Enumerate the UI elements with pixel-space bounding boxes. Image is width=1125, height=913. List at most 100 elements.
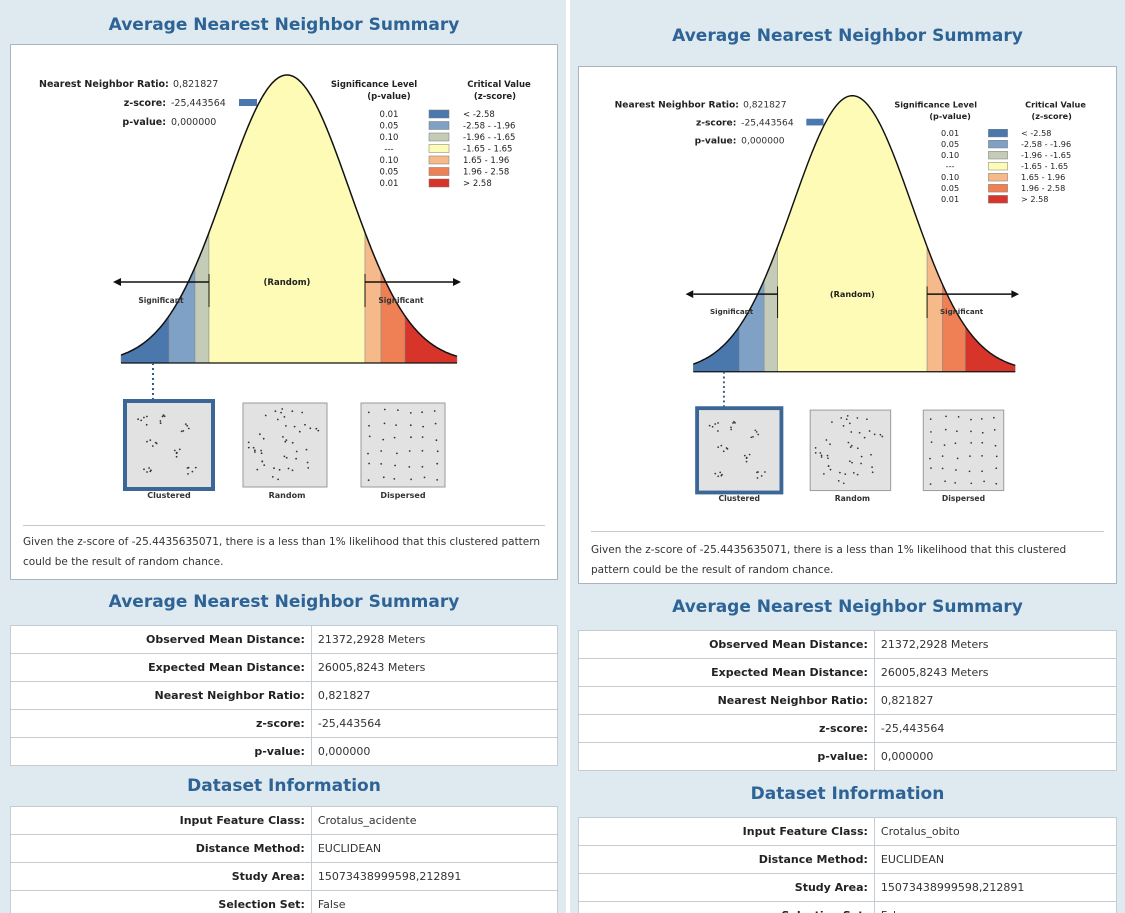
- table-row: Expected Mean Distance: 26005,8243 Meters: [578, 658, 1118, 687]
- pattern-label-dispersed: Dispersed: [380, 491, 425, 500]
- row-value: 26005,8243 Meters: [873, 658, 1118, 687]
- report-title: Average Nearest Neighbor Summary: [672, 26, 1023, 46]
- table-row: Study Area: 15073438999598,212891: [578, 873, 1118, 902]
- left-significant-label: Significant: [138, 296, 184, 305]
- random-label: (Random): [830, 289, 875, 299]
- legend-p-value: 0.05: [941, 139, 959, 149]
- legend-p-value: 0.10: [941, 150, 959, 160]
- p-label: p-value:: [695, 137, 737, 147]
- row-value: 26005,8243 Meters: [310, 653, 559, 682]
- curve-band: [777, 95, 928, 372]
- z-label: z-score:: [124, 98, 166, 109]
- p-value: 0,000000: [741, 137, 785, 147]
- ratio-label: Nearest Neighbor Ratio:: [39, 79, 169, 90]
- table-row: Selection Set:False: [10, 890, 559, 913]
- legend-swatch: [988, 129, 1008, 138]
- legend-z-range: -2.58 - -1.96: [1021, 139, 1071, 149]
- curve-outline: [693, 95, 1016, 367]
- row-label: Nearest Neighbor Ratio:: [10, 681, 312, 710]
- row-value: EUCLIDEAN: [310, 834, 559, 863]
- pattern-thumbnails: [695, 406, 1005, 495]
- curve-band: [965, 325, 1016, 372]
- random-pattern-icon: [809, 409, 892, 492]
- row-label: Selection Set:: [10, 890, 312, 913]
- table-row: Input Feature Class: Crotalus_obito: [578, 817, 1118, 846]
- table-row: Distance Method: EUCLIDEAN: [578, 845, 1118, 874]
- legend-p-value: ---: [384, 145, 393, 155]
- row-label: Study Area:: [578, 873, 875, 902]
- legend-swatch: [428, 155, 450, 165]
- p-value: 0,000000: [171, 117, 216, 128]
- row-label: p-value:: [10, 737, 312, 766]
- significance-legend: 0.01 < -2.58 0.05 -2.58 - -1.96 0.10 -1.96 - …: [380, 109, 515, 189]
- right-arrow-head: [1011, 290, 1020, 298]
- ratio-value: 0,821827: [743, 100, 787, 110]
- result-caption: Given the z-score of -25.4435635071, the…: [591, 544, 1067, 576]
- legend-p-value: 0.10: [941, 172, 959, 182]
- row-label: Nearest Neighbor Ratio:: [578, 686, 875, 715]
- dispersed-pattern-icon: [360, 402, 446, 488]
- curve-band: [380, 271, 406, 364]
- row-value: False: [310, 890, 559, 913]
- pattern-label-dispersed: Dispersed: [942, 494, 985, 503]
- table-row: Selection Set:False: [578, 901, 1118, 913]
- row-value: 21372,2928 Meters: [310, 625, 559, 654]
- legend-swatch: [988, 173, 1008, 182]
- legend-z-range: > 2.58: [1021, 194, 1048, 204]
- random-pattern-icon: [242, 402, 328, 488]
- dataset-table: Input Feature Class: Crotalus_obito Distan…: [578, 817, 1118, 913]
- left-arrow-head: [113, 278, 121, 286]
- row-label: Observed Mean Distance:: [10, 625, 312, 654]
- row-label: z-score:: [10, 709, 312, 738]
- bell-curve: [693, 95, 1016, 373]
- pattern-label-random: Random: [269, 491, 306, 500]
- row-value: -25,443564: [310, 709, 559, 738]
- row-value: Crotalus_acidente: [310, 806, 559, 835]
- row-label: Study Area:: [10, 862, 312, 891]
- pattern-label-clustered: Clustered: [718, 494, 760, 503]
- sig-header: Significance Level: [331, 80, 417, 90]
- legend-swatch: [428, 144, 450, 153]
- curve-band: [942, 284, 966, 372]
- legend-p-value: 0.01: [380, 110, 399, 120]
- row-value: 0,821827: [873, 686, 1118, 715]
- left-arrow-head: [685, 290, 694, 298]
- pattern-label-random: Random: [835, 494, 870, 503]
- caption-separator: [23, 525, 545, 526]
- legend-z-range: -1.96 - -1.65: [1021, 150, 1071, 160]
- right-significant-label: Significant: [378, 296, 424, 305]
- legend-p-value: 0.05: [380, 122, 399, 132]
- legend-z-range: 1.96 - 2.58: [1021, 183, 1065, 193]
- legend-p-value: 0.10: [380, 133, 399, 143]
- z-label: z-score:: [696, 118, 736, 128]
- right-significant-label: Significant: [940, 307, 984, 316]
- sig-header: Significance Level: [894, 99, 977, 109]
- significance-legend: 0.01 < -2.58 0.05 -2.58 - -1.96 0.10 -1.96 - …: [941, 128, 1071, 204]
- legend-z-range: > 2.58: [463, 179, 492, 189]
- legend-swatch: [428, 167, 450, 176]
- legend-z-range: 1.96 - 2.58: [463, 168, 509, 178]
- table-row: p-value: 0,000000: [578, 742, 1118, 771]
- legend-swatch: [988, 162, 1008, 171]
- dispersed-pattern-icon: [922, 409, 1005, 492]
- legend-p-value: 0.01: [941, 128, 959, 138]
- legend-z-range: < -2.58: [1021, 128, 1051, 138]
- row-value: EUCLIDEAN: [873, 845, 1118, 874]
- legend-z-range: -1.96 - -1.65: [463, 133, 515, 143]
- legend-swatch: [988, 151, 1008, 160]
- normal-curve-graphic: Nearest Neighbor Ratio: 0,821827 z-score…: [39, 74, 531, 500]
- right-arrow-head: [453, 278, 461, 286]
- dataset-table: Input Feature Class: Crotalus_acidente Dis…: [10, 806, 559, 913]
- dataset-title: Dataset Information: [187, 776, 381, 796]
- table-row: Expected Mean Distance: 26005,8243 Meters: [10, 653, 559, 682]
- row-value: Crotalus_obito: [873, 817, 1118, 846]
- sig-subheader: (p-value): [929, 111, 971, 121]
- summary-table: Observed Mean Distance: 21372,2928 Meters…: [10, 625, 559, 766]
- row-label: z-score:: [578, 714, 875, 743]
- legend-swatch: [988, 140, 1008, 149]
- table-row: z-score: -25,443564: [10, 709, 559, 738]
- p-label: p-value:: [122, 117, 166, 128]
- table-row: Distance Method: EUCLIDEAN: [10, 834, 559, 863]
- table-row: p-value: 0,000000: [10, 737, 559, 766]
- row-value: 21372,2928 Meters: [873, 630, 1118, 659]
